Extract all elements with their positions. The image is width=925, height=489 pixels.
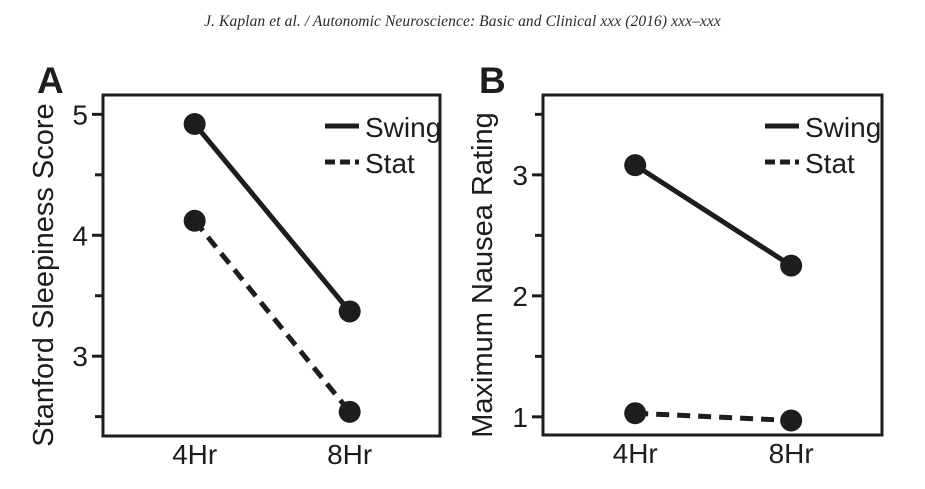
panel-b-y-tick-label: 3 [512, 160, 528, 191]
panel-a-data-point-stat [338, 400, 361, 423]
panel-b-legend-label-stat: Stat [805, 148, 855, 179]
panel-a-series-line-stat [192, 219, 352, 414]
panel-b-letter: B [479, 60, 506, 101]
panel-b-plot-frame [541, 93, 884, 437]
panel-b-y-tick-label: 2 [512, 281, 528, 312]
panel-b-series-line-stat [635, 410, 792, 423]
panel-b-x-label-4hr: 4Hr [613, 438, 658, 469]
panel-a-y-tick-label: 4 [72, 220, 88, 251]
panel-b-data-point-stat [624, 402, 647, 425]
panel-b-series-line-swing [633, 163, 793, 268]
panel-b-data-point-stat [780, 409, 803, 432]
panel-a-x-label-8hr: 8Hr [327, 439, 372, 470]
panel-b-data-point-swing [624, 154, 647, 177]
panel-a-letter: A [37, 60, 64, 101]
panel-a-y-tick-label: 5 [72, 99, 88, 130]
panel-a-legend-label-stat: Stat [365, 148, 415, 179]
panel-a-series-line-swing [192, 122, 352, 314]
panel-b-y-tick-label: 1 [512, 402, 528, 433]
panel-a-data-point-swing [338, 300, 361, 323]
panel-a-data-point-swing [183, 113, 206, 136]
panel-b-legend-label-swing: Swing [805, 112, 881, 143]
panel-a-y-tick-label: 3 [72, 341, 88, 372]
panel-a-legend-label-swing: Swing [365, 112, 441, 143]
panel-a-data-point-stat [183, 209, 206, 232]
panel-a-plot-frame [101, 93, 442, 438]
panel-a-x-label-4hr: 4Hr [172, 439, 217, 470]
panel-b-y-axis-label: Maximum Nausea Rating [467, 112, 499, 438]
panel-b-x-label-8hr: 8Hr [769, 438, 814, 469]
panel-b-data-point-swing [780, 254, 803, 277]
journal-running-head: J. Kaplan et al. / Autonomic Neuroscienc… [204, 13, 721, 30]
panel-a-y-axis-label: Stanford Sleepiness Score [28, 103, 60, 446]
